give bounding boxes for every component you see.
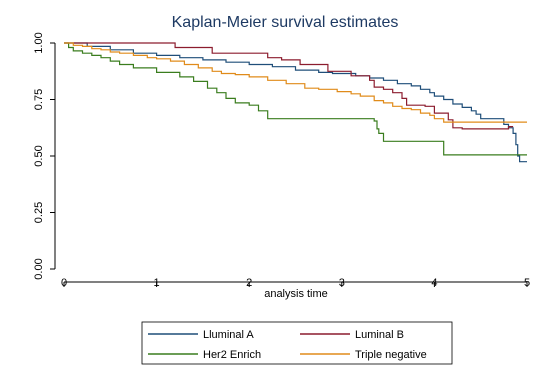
x-tick-label: 1: [154, 277, 160, 289]
legend-label: Luminal B: [355, 329, 404, 341]
y-tick-label: 0.75: [33, 89, 45, 110]
y-tick-label: 0.00: [33, 258, 45, 279]
legend-box: [141, 321, 453, 365]
x-tick-label: 3: [339, 277, 345, 289]
chart-title: Kaplan-Meier survival estimates: [172, 14, 399, 31]
legend: Lluminal A Luminal B Her2 Enrich Triple neg…: [141, 321, 453, 365]
series-line: [64, 42, 527, 163]
axes: 0.00 0.25 0.50 0.75 1.00 0 1 2 3 4 5: [33, 32, 530, 289]
x-tick-label: 0: [61, 277, 67, 289]
legend-label: Lluminal A: [203, 329, 254, 341]
series-line: [64, 42, 527, 123]
x-tick-label: 2: [246, 277, 252, 289]
plot-area: [55, 34, 534, 282]
series-line: [64, 42, 514, 130]
legend-label: Triple negative: [355, 349, 427, 361]
y-tick-label: 0.50: [33, 145, 45, 166]
y-tick-label: 0.25: [33, 202, 45, 223]
y-tick-label: 1.00: [33, 32, 45, 53]
series-lines: [64, 42, 527, 163]
legend-label: Her2 Enrich: [203, 349, 261, 361]
x-axis-label: analysis time: [264, 288, 328, 300]
x-tick-label: 4: [431, 277, 437, 289]
x-tick-label: 5: [524, 277, 530, 289]
series-line: [64, 42, 527, 156]
